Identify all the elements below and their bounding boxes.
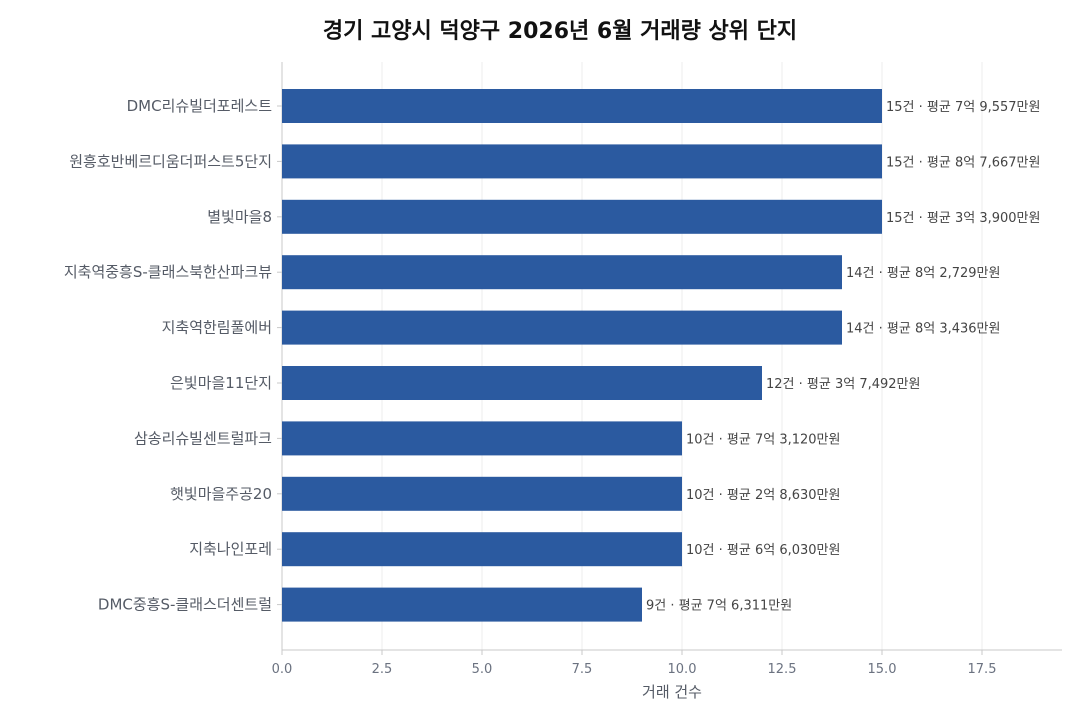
category-label: 지축역중흥S-클래스북한산파크뷰	[64, 263, 272, 281]
x-tick-label: 0.0	[272, 662, 293, 677]
x-axis-label: 거래 건수	[642, 683, 702, 701]
bar	[282, 310, 842, 345]
category-label: 지축나인포레	[189, 540, 272, 558]
x-tick-label: 12.5	[768, 662, 797, 677]
x-tick-label: 2.5	[372, 662, 393, 677]
bar	[282, 89, 882, 123]
bar	[282, 532, 682, 567]
x-tick-label: 17.5	[968, 662, 997, 677]
data-labels: 15건 · 평균 7억 9,557만원 15건 · 평균 8억 7,667만원 15…	[646, 100, 1040, 614]
data-label: 15건 · 평균 3억 3,900만원	[886, 211, 1040, 226]
data-label: 14건 · 평균 8억 3,436만원	[846, 322, 1000, 337]
x-tick-label: 15.0	[868, 662, 897, 677]
category-label: DMC리슈빌더포레스트	[127, 97, 273, 115]
data-label: 12건 · 평균 3억 7,492만원	[766, 377, 920, 392]
x-tick-label: 10.0	[668, 662, 697, 677]
data-label: 10건 · 평균 7억 3,120만원	[686, 432, 840, 447]
category-label: 지축역한림풀에버	[162, 319, 272, 337]
category-label: 햇빛마을주공20	[170, 485, 272, 503]
bar	[282, 476, 682, 511]
bar	[282, 366, 762, 400]
category-label: 삼송리슈빌센트럴파크	[134, 429, 272, 447]
data-label: 15건 · 평균 8억 7,667만원	[886, 155, 1040, 170]
x-tick-label: 7.5	[572, 662, 593, 677]
data-label: 10건 · 평균 2억 8,630만원	[686, 488, 840, 503]
category-label: DMC중흥S-클래스더센트럴	[98, 596, 272, 614]
data-label: 15건 · 평균 7억 9,557만원	[886, 100, 1040, 115]
bar	[282, 421, 682, 456]
bar	[282, 255, 842, 290]
bar	[282, 144, 882, 179]
data-label: 14건 · 평균 8억 2,729만원	[846, 266, 1000, 281]
x-ticks: 0.0 2.5 5.0 7.5 10.0 12.5 15.0 17.5	[272, 650, 997, 677]
category-label: 은빛마을11단지	[170, 374, 272, 392]
bars	[282, 89, 882, 622]
bar	[282, 199, 882, 234]
category-label: 원흥호반베르디움더퍼스트5단지	[69, 152, 272, 170]
data-label: 9건 · 평균 7억 6,311만원	[646, 599, 792, 614]
category-label: 별빛마을8	[207, 208, 272, 226]
bar	[282, 587, 642, 622]
x-tick-label: 5.0	[472, 662, 493, 677]
data-label: 10건 · 평균 6억 6,030만원	[686, 543, 840, 558]
chart-title: 경기 고양시 덕양구 2026년 6월 거래량 상위 단지	[323, 19, 797, 44]
